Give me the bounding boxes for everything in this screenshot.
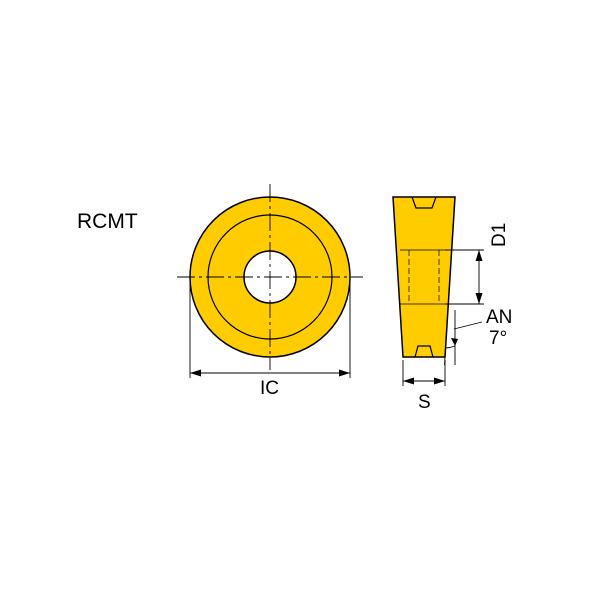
angle-value-label: 7°: [489, 328, 507, 350]
front-view: [160, 165, 380, 405]
side-profile: [393, 197, 455, 357]
diagram-canvas: RCMT IC: [0, 0, 600, 600]
angle-dimension: [445, 310, 483, 365]
s-dimension: [403, 360, 445, 386]
s-label: S: [418, 392, 431, 414]
d1-label: D1: [489, 223, 511, 247]
side-view: [360, 150, 560, 410]
angle-name-label: AN: [486, 307, 512, 329]
product-code-label: RCMT: [77, 210, 138, 234]
ic-label: IC: [260, 378, 279, 400]
